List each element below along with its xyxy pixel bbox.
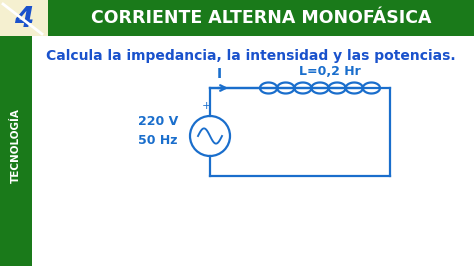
Text: +: +	[201, 101, 210, 111]
Bar	[48, 0, 474, 36]
Text: I: I	[217, 67, 221, 81]
Text: Calcula la impedancia, la intensidad y las potencias.: Calcula la impedancia, la intensidad y l…	[46, 49, 456, 63]
Text: 4: 4	[14, 5, 34, 33]
Text: 220 V
50 Hz: 220 V 50 Hz	[138, 115, 178, 147]
Bar	[0, 36, 32, 266]
Text: L=0,2 Hr: L=0,2 Hr	[299, 65, 361, 78]
Text: CORRIENTE ALTERNA MONOFÁSICA: CORRIENTE ALTERNA MONOFÁSICA	[91, 9, 431, 27]
Bar	[0, 0, 48, 36]
Text: TECNOLOGÍA: TECNOLOGÍA	[11, 109, 21, 184]
